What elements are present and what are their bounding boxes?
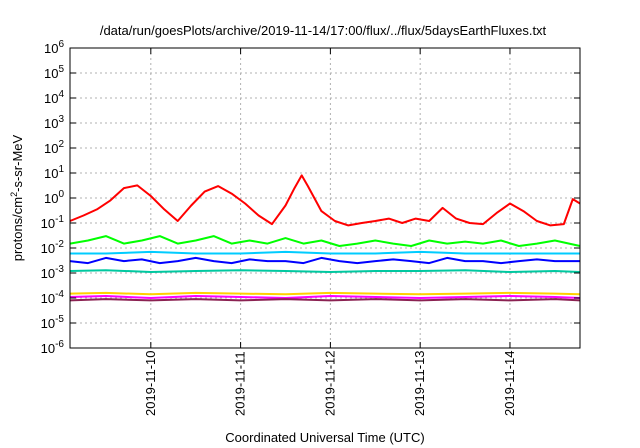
x-tick-label-0: 2019-11-10 bbox=[143, 350, 158, 416]
x-tick-label-1: 2019-11-11 bbox=[233, 351, 248, 416]
y-tick-label-4: 102 bbox=[44, 139, 64, 156]
series-line-3 bbox=[69, 256, 580, 265]
x-axis-label: Coordinated Universal Time (UTC) bbox=[225, 430, 424, 445]
series-layer bbox=[69, 174, 581, 302]
x-tick-label-4: 2019-11-14 bbox=[502, 350, 517, 416]
y-tick-label-7: 10-1 bbox=[41, 214, 65, 231]
series-line-6 bbox=[69, 295, 581, 299]
y-tick-label-9: 10-3 bbox=[41, 264, 65, 281]
x-axis-ticks: 2019-11-10 2019-11-11 2019-11-12 2019-11-13… bbox=[143, 48, 517, 416]
y-axis-label: protons/cm2-s-sr-MeV bbox=[9, 134, 25, 261]
x-tick-label-3: 2019-11-13 bbox=[412, 350, 427, 416]
chart-title: /data/run/goesPlots/archive/2019-11-14/1… bbox=[100, 23, 547, 38]
y-tick-label-0: 106 bbox=[44, 39, 64, 56]
series-line-1 bbox=[69, 235, 581, 247]
y-tick-label-6: 100 bbox=[44, 189, 64, 206]
y-tick-label-2: 104 bbox=[44, 89, 64, 106]
series-line-2 bbox=[70, 250, 580, 255]
y-axis-label-rest: -s-sr-MeV bbox=[10, 134, 25, 191]
y-tick-label-5: 101 bbox=[44, 164, 64, 181]
series-line-0 bbox=[69, 174, 581, 227]
series-line-5 bbox=[69, 291, 581, 296]
y-axis-label-sup: 2 bbox=[9, 192, 19, 197]
y-tick-label-1: 105 bbox=[44, 64, 64, 81]
series-line-7 bbox=[69, 298, 581, 302]
y-tick-label-10: 10-4 bbox=[41, 289, 65, 306]
y-tick-label-12: 10-6 bbox=[41, 339, 65, 356]
series-line-4 bbox=[69, 269, 581, 273]
y-tick-label-11: 10-5 bbox=[41, 314, 65, 331]
y-tick-label-3: 103 bbox=[44, 114, 64, 131]
y-axis-label-base: protons/cm bbox=[10, 197, 25, 261]
y-axis-ticks: 106 105 104 103 102 101 100 10-1 10-2 10-3 10-4 10-… bbox=[41, 39, 580, 356]
grid-lines bbox=[70, 47, 580, 349]
y-tick-label-8: 10-2 bbox=[41, 239, 65, 256]
x-tick-label-2: 2019-11-12 bbox=[322, 350, 337, 416]
